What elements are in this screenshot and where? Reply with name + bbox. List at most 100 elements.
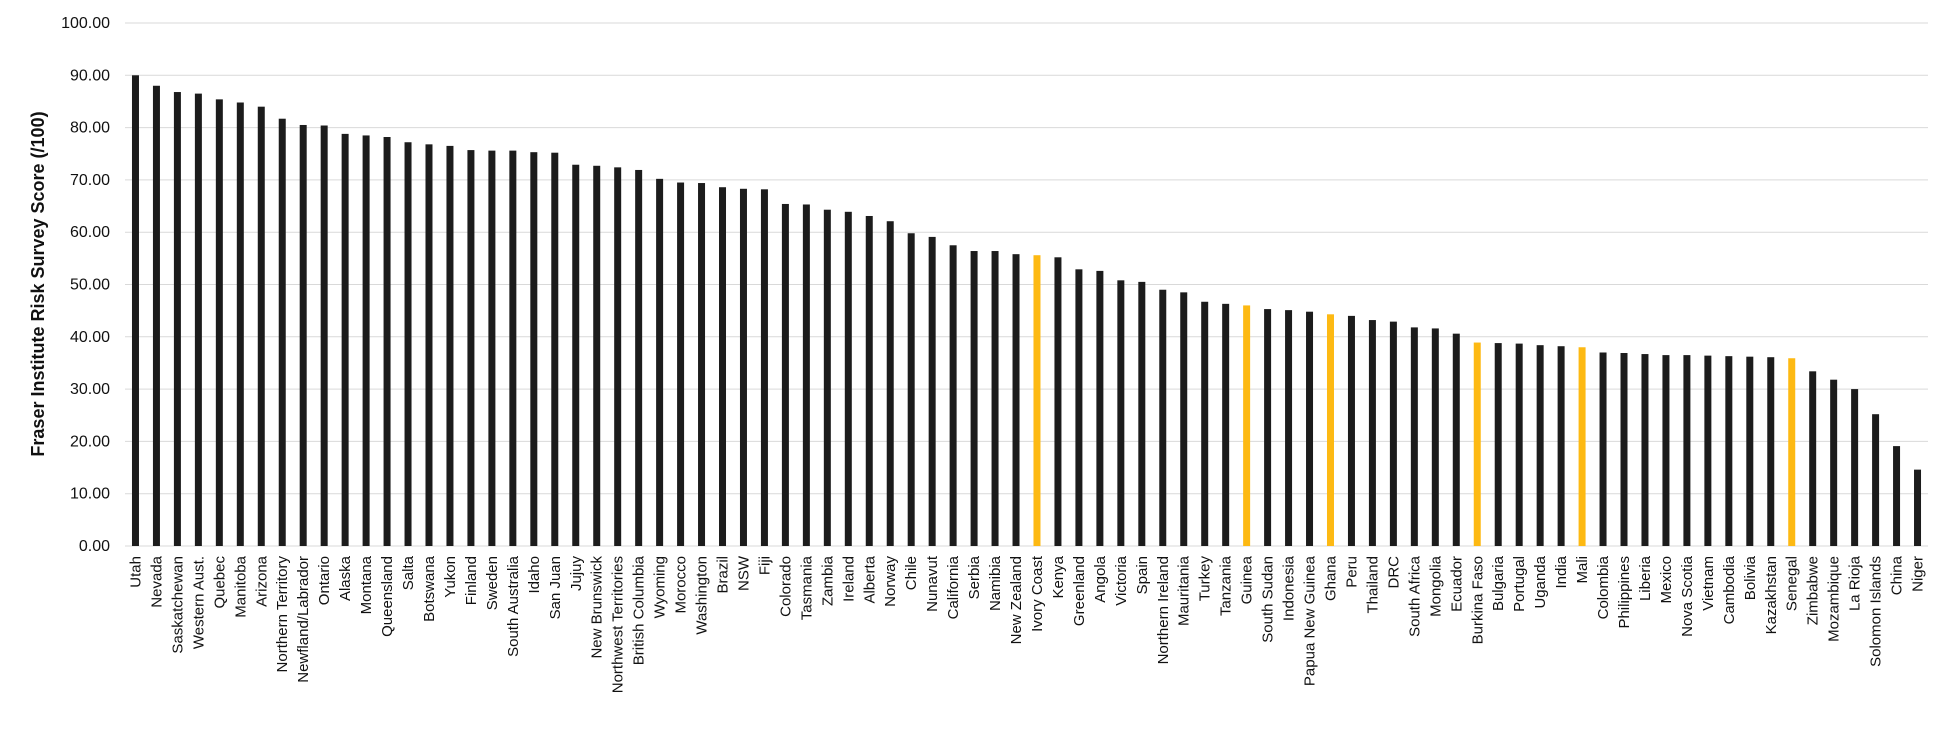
x-tick-label: Bulgaria	[1490, 555, 1507, 611]
x-tick-label: Papua New Guinea	[1302, 555, 1319, 686]
x-tick-label: Wyoming	[652, 556, 669, 618]
bar	[1054, 257, 1062, 546]
bar	[1725, 356, 1733, 546]
y-tick-label: 80.00	[70, 120, 110, 137]
bar	[425, 144, 433, 546]
x-tick-label: Salta	[400, 555, 417, 590]
y-axis-title: Fraser Institute Risk Survey Score (/100…	[28, 111, 48, 456]
y-tick-label: 50.00	[70, 277, 110, 294]
x-tick-label: Guinea	[1239, 555, 1256, 604]
bar	[1473, 342, 1481, 546]
x-tick-label: Nunavut	[924, 555, 941, 612]
x-tick-label: Burkina Faso	[1469, 556, 1486, 644]
bar	[1431, 328, 1439, 546]
bar	[1159, 289, 1167, 546]
bar	[1012, 254, 1020, 547]
x-tick-label: Mongolia	[1427, 555, 1444, 617]
bar	[215, 99, 223, 547]
x-tick-label: Western Aust.	[190, 556, 207, 649]
x-tick-label: Northern Territory	[274, 556, 291, 673]
x-tick-label: Saskatchewan	[169, 556, 186, 654]
x-tick-label: Alberta	[861, 555, 878, 603]
bar	[530, 152, 538, 546]
x-tick-label: Botswana	[421, 555, 438, 622]
x-tick-label: Montana	[358, 555, 375, 614]
y-axis-ticks: 0.00 10.00 20.00 30.00 40.00 50.00 60.00 70.00 8…	[61, 15, 110, 555]
bar	[1851, 389, 1859, 546]
bar	[1578, 347, 1586, 546]
bar	[1264, 309, 1272, 546]
bar	[1641, 354, 1649, 546]
x-tick-label: Vietnam	[1700, 556, 1717, 611]
bar	[383, 137, 391, 546]
x-axis-ticks: Utah Nevada Saskatchewan Western Aust. Quebe…	[127, 555, 1926, 693]
bar	[844, 211, 852, 547]
bar	[949, 245, 957, 546]
bar	[1809, 371, 1817, 546]
x-tick-label: Turkey	[1197, 556, 1214, 602]
x-tick-label: Liberia	[1637, 555, 1654, 601]
bar	[1620, 353, 1628, 546]
x-tick-label: Cambodia	[1721, 555, 1738, 624]
bar	[362, 135, 370, 546]
x-tick-label: Ontario	[316, 556, 333, 605]
x-tick-label: Manitoba	[232, 555, 249, 617]
bar	[698, 183, 706, 547]
y-tick-label: 0.00	[79, 538, 110, 555]
x-tick-label: Brazil	[715, 556, 732, 594]
bar	[1075, 269, 1083, 546]
bar	[572, 164, 580, 547]
bar	[1893, 446, 1901, 546]
bar	[1536, 345, 1544, 546]
x-tick-label: Chile	[903, 556, 920, 590]
x-tick-label: California	[945, 555, 962, 619]
bar	[614, 167, 622, 546]
x-tick-label: Colorado	[777, 556, 794, 617]
x-tick-label: Mexico	[1658, 556, 1675, 604]
bar	[1557, 346, 1565, 546]
bar	[865, 215, 873, 547]
x-tick-label: Colombia	[1595, 555, 1612, 619]
x-tick-label: Yukon	[442, 556, 459, 598]
x-tick-label: Zambia	[819, 555, 836, 606]
bar	[1138, 281, 1146, 546]
bar	[1914, 469, 1922, 546]
x-tick-label: Jujuy	[568, 556, 585, 592]
bar	[1201, 301, 1209, 546]
bar	[1117, 280, 1125, 546]
x-tick-label: Morocco	[673, 556, 690, 614]
x-tick-label: Senegal	[1784, 556, 1801, 611]
x-tick-label: Tasmania	[798, 555, 815, 620]
x-tick-label: Thailand	[1364, 556, 1381, 614]
x-tick-label: New Brunswick	[589, 556, 606, 659]
bar	[446, 145, 454, 546]
bar	[1326, 314, 1334, 546]
y-tick-label: 60.00	[70, 224, 110, 241]
x-tick-label: Indonesia	[1281, 555, 1298, 621]
bar	[1515, 343, 1523, 546]
x-tick-label: Bolivia	[1742, 555, 1759, 600]
x-tick-label: Philippines	[1616, 556, 1633, 629]
x-tick-label: Sweden	[484, 556, 501, 610]
bar	[1033, 255, 1041, 546]
x-tick-label: China	[1889, 555, 1906, 595]
bar	[509, 150, 517, 547]
x-tick-label: British Columbia	[631, 555, 648, 665]
x-tick-label: Namibia	[987, 555, 1004, 611]
bar	[1389, 321, 1397, 546]
x-tick-label: Quebec	[211, 556, 228, 609]
x-tick-label: Ireland	[840, 556, 857, 602]
x-tick-label: Newfland/Labrador	[295, 556, 312, 683]
bar	[760, 189, 768, 546]
bar	[719, 187, 727, 546]
bar	[320, 125, 328, 546]
x-tick-label: Ivory Coast	[1029, 555, 1046, 632]
x-tick-label: Washington	[694, 556, 711, 635]
bar	[739, 188, 747, 547]
x-tick-label: Angola	[1092, 555, 1109, 602]
bar	[1662, 355, 1670, 546]
x-tick-label: Alaska	[337, 555, 354, 601]
x-tick-label: Portugal	[1511, 556, 1528, 612]
gridlines	[125, 22, 1928, 547]
bar	[1872, 414, 1880, 546]
